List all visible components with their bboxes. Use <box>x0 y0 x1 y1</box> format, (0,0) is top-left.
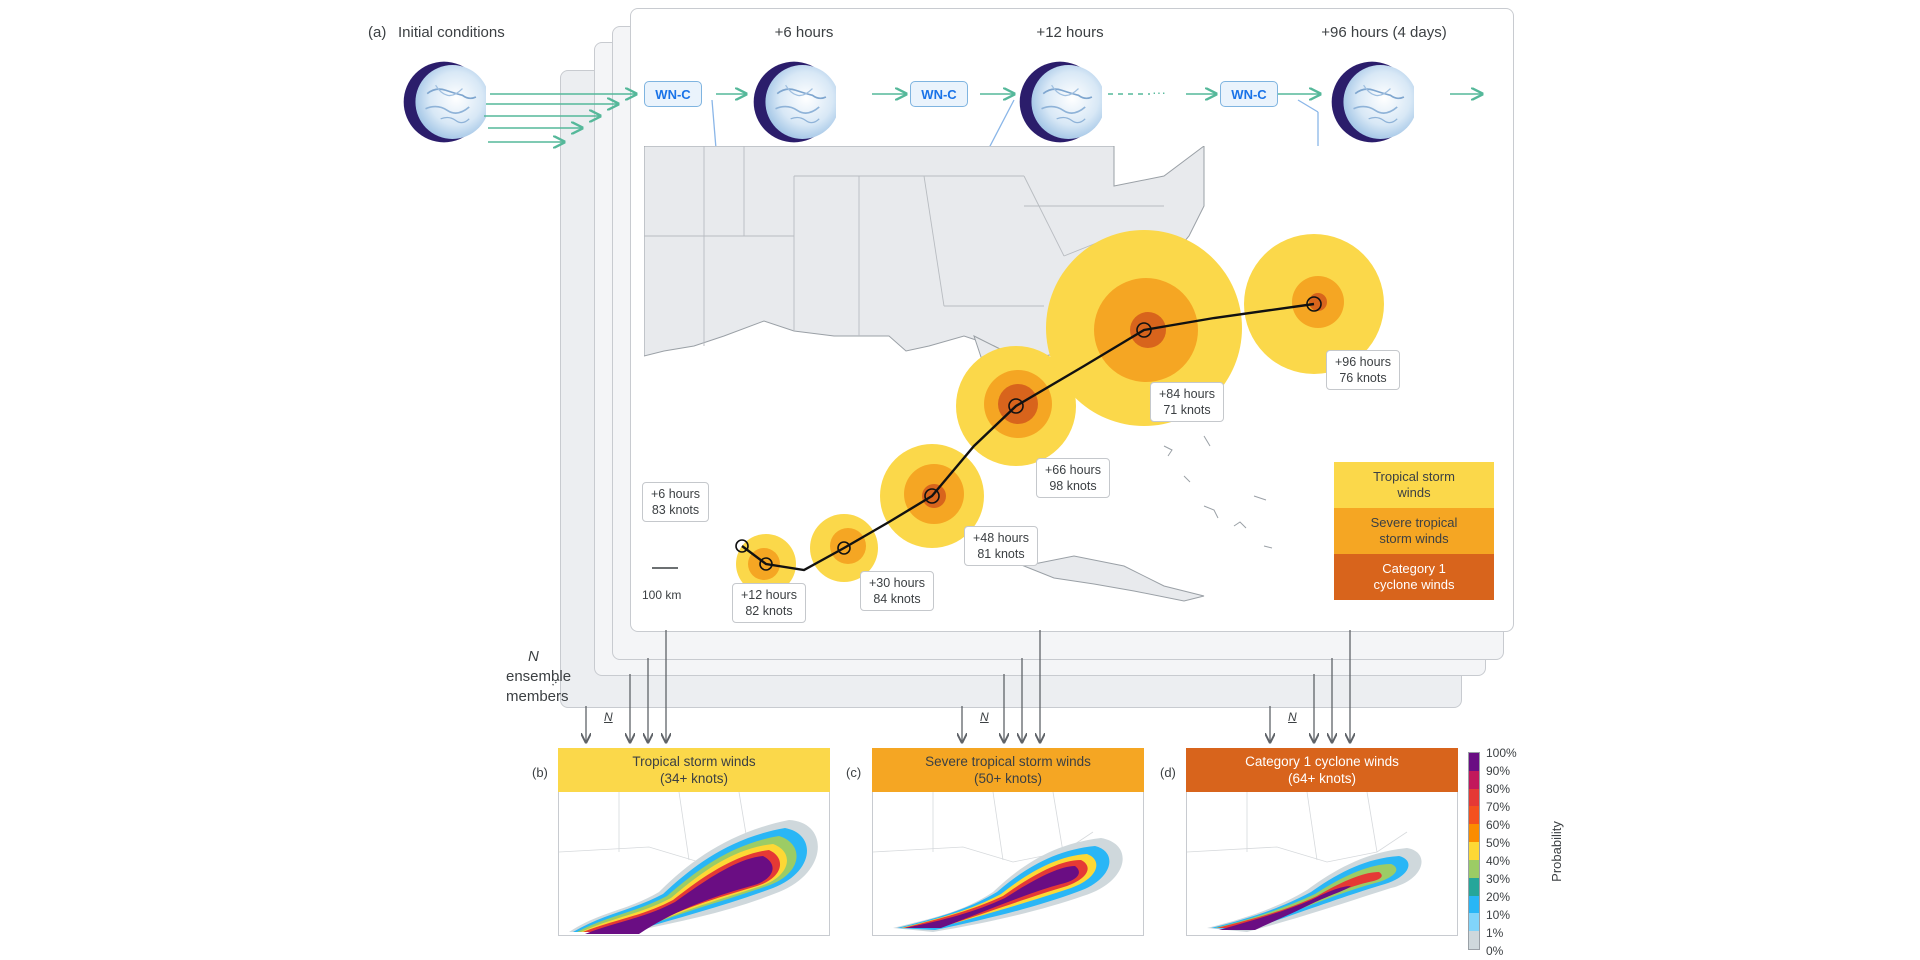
colorbar-tick-label: 50% <box>1486 836 1511 850</box>
colorbar-segment <box>1469 895 1479 914</box>
colorbar-tick-label: 100% <box>1486 746 1517 760</box>
panel-d-map <box>1186 792 1458 936</box>
colorbar-label: Probability <box>1548 821 1564 882</box>
legend-category1: Category 1 cyclone winds <box>1334 554 1494 600</box>
storm-label-66h: +66 hours 98 knots <box>1036 458 1110 498</box>
colorbar-tick-label: 10% <box>1486 908 1511 922</box>
colorbar-segment <box>1469 842 1479 860</box>
split-label-d: N <box>1288 710 1297 724</box>
legend-tropical: Tropical storm winds <box>1334 462 1494 508</box>
colorbar-tick-label: 70% <box>1486 800 1511 814</box>
model-box-1: WN-C <box>644 81 702 107</box>
colorbar-segment <box>1469 931 1479 949</box>
ensemble-line1: ensemble <box>506 668 572 685</box>
storm-label-12h: +12 hours 82 knots <box>732 583 806 623</box>
step-label-96h: +96 hours (4 days) <box>1321 24 1447 41</box>
colorbar-tick-label: 30% <box>1486 872 1511 886</box>
step-label-6h: +6 hours <box>774 24 834 41</box>
colorbar-segment <box>1469 877 1479 896</box>
step-label-12h: +12 hours <box>1036 24 1104 41</box>
model-box-3: WN-C <box>1220 81 1278 107</box>
colorbar-segment <box>1469 788 1479 807</box>
legend-severe: Severe tropical storm winds <box>1334 508 1494 554</box>
colorbar-segment <box>1469 806 1479 825</box>
storm-label-96h: +96 hours 76 knots <box>1326 350 1400 390</box>
colorbar-tick-label: 40% <box>1486 854 1511 868</box>
colorbar-segment <box>1469 753 1479 771</box>
colorbar-tick-label: 90% <box>1486 764 1511 778</box>
panel-c-letter: (c) <box>846 765 862 780</box>
colorbar-tick-label: 20% <box>1486 890 1511 904</box>
panel-a-letter: (a) <box>368 24 387 41</box>
colorbar-segment <box>1469 913 1479 932</box>
storm-label-84h: +84 hours 71 knots <box>1150 382 1224 422</box>
initial-conditions-label: Initial conditions <box>398 24 505 41</box>
panel-b-map <box>558 792 830 936</box>
ensemble-line2: members <box>506 688 569 705</box>
storm-label-30h: +30 hours 84 knots <box>860 571 934 611</box>
panel-b-letter: (b) <box>532 765 548 780</box>
panel-d-header: Category 1 cyclone winds (64+ knots) <box>1186 748 1458 792</box>
panel-b-header: Tropical storm winds (34+ knots) <box>558 748 830 792</box>
colorbar-segment <box>1469 859 1479 878</box>
colorbar-tick-label: 0% <box>1486 944 1504 958</box>
split-label-c: N <box>980 710 989 724</box>
colorbar-tick-label: 60% <box>1486 818 1511 832</box>
colorbar <box>1468 752 1480 950</box>
split-label-b: N <box>604 710 613 724</box>
ensemble-n: N <box>528 648 539 665</box>
colorbar-segment <box>1469 770 1479 789</box>
ellipsis: ··· <box>1152 84 1166 100</box>
colorbar-tick-label: 80% <box>1486 782 1511 796</box>
panel-c-map <box>872 792 1144 936</box>
colorbar-segment <box>1469 824 1479 843</box>
panel-c-header: Severe tropical storm winds (50+ knots) <box>872 748 1144 792</box>
scale-bar-label: 100 km <box>642 588 682 602</box>
model-box-2: WN-C <box>910 81 968 107</box>
storm-label-48h: +48 hours 81 knots <box>964 526 1038 566</box>
storm-label-6h: +6 hours 83 knots <box>642 482 709 522</box>
panel-d-letter: (d) <box>1160 765 1176 780</box>
colorbar-tick-label: 1% <box>1486 926 1504 940</box>
